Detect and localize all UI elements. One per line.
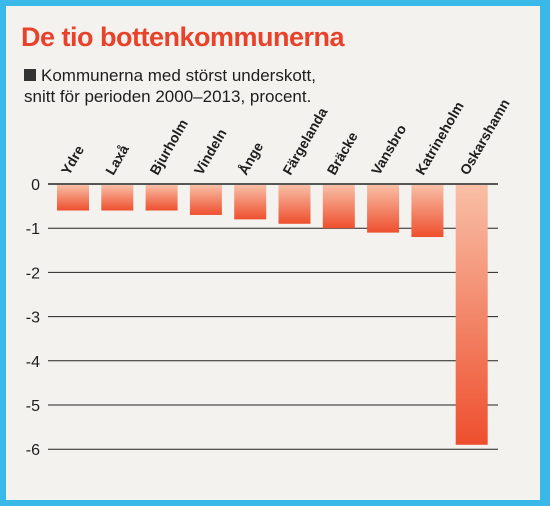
- category-label: Bjurholm: [146, 116, 191, 177]
- subtitle-line-1: Kommunerna med störst underskott,: [41, 66, 316, 85]
- chart-panel: De tio bottenkommunerna Kommunerna med s…: [6, 6, 540, 500]
- subtitle-line-2: snitt för perioden 2000–2013, procent.: [24, 87, 312, 106]
- y-tick-label: -1: [26, 221, 40, 238]
- y-tick-label: -5: [26, 398, 40, 415]
- chart-title: De tio bottenkommunerna: [21, 22, 345, 52]
- category-labels: Ydre Laxå Bjurholm Vindeln Ånge FärgelandaBrä…: [58, 96, 513, 177]
- subtitle-square-icon: [24, 69, 36, 81]
- y-tick-label: -2: [26, 265, 40, 282]
- category-label: Vansbro: [368, 122, 409, 178]
- bar: [455, 185, 488, 445]
- category-label: Färgelanda: [279, 105, 330, 178]
- y-axis-ticks: 0 -1 -2 -3 -4 -5 -6: [26, 177, 40, 459]
- bar-chart: 0 -1 -2 -3 -4 -5 -6 Ydre Laxå Bjurholm Vindeln Ång…: [26, 96, 513, 459]
- y-tick-label: -4: [26, 354, 40, 371]
- bar: [322, 185, 355, 229]
- category-label: Laxå: [102, 142, 132, 178]
- bar: [367, 185, 400, 233]
- bar: [101, 185, 134, 211]
- y-tick-label: 0: [31, 177, 40, 194]
- bar: [145, 185, 178, 211]
- bar: [411, 185, 444, 238]
- category-label: Vindeln: [191, 126, 230, 178]
- y-tick-label: -3: [26, 310, 40, 327]
- bars: [57, 185, 488, 445]
- bar: [57, 185, 89, 211]
- category-label: Ånge: [235, 139, 266, 177]
- bar: [234, 185, 267, 220]
- category-label: Ydre: [58, 142, 88, 177]
- category-label: Bräcke: [324, 129, 361, 178]
- bar: [278, 185, 311, 224]
- bar: [189, 185, 222, 215]
- y-tick-label: -6: [26, 442, 40, 459]
- chart-subtitle: Kommunerna med störst underskott, snitt …: [24, 65, 444, 107]
